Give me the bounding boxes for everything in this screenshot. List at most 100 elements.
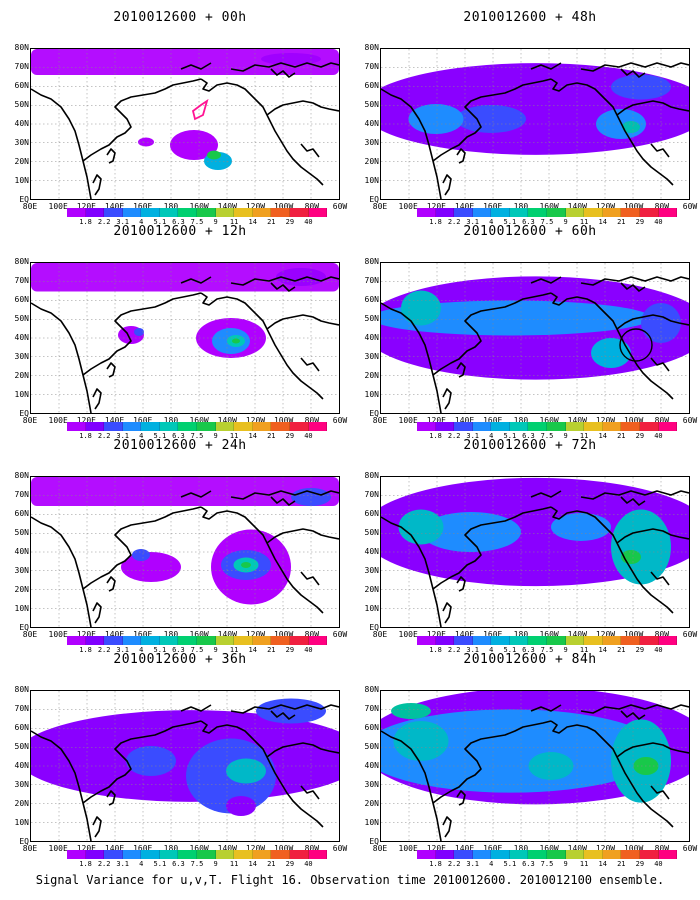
lon-tick-label: 120E xyxy=(426,202,446,211)
colorbar-tick-label: 6.3 xyxy=(522,860,535,868)
colorbar-swatch xyxy=(122,422,142,431)
lat-tick-label: 40N xyxy=(364,333,379,342)
lon-tick-label: 140E xyxy=(454,416,475,425)
lat-tick-label: 30N xyxy=(364,780,379,789)
colorbar-swatch xyxy=(472,422,492,431)
lon-tick-label: 80E xyxy=(22,416,38,425)
colorbar-tick-label: 1.8 xyxy=(79,646,92,654)
lat-tick-label: 60N xyxy=(364,723,379,732)
colorbar-swatch xyxy=(639,422,659,431)
colorbar-tick-label: 4 xyxy=(139,218,144,226)
colorbar-swatch xyxy=(528,422,548,431)
colorbar-swatch xyxy=(435,208,455,217)
colorbar-tick-label: 9 xyxy=(213,218,218,226)
variance-field xyxy=(31,263,339,358)
lat-tick-label: 30N xyxy=(14,138,29,147)
colorbar-swatch xyxy=(67,208,86,217)
colorbar-swatch xyxy=(621,636,640,645)
lon-tick-label: 80W xyxy=(304,416,320,425)
lon-tick-label: 120W xyxy=(595,202,616,211)
colorbar-swatch xyxy=(454,636,473,645)
colorbar-swatch xyxy=(289,636,309,645)
colorbar-swatch xyxy=(602,636,622,645)
colorbar-tick-label: 2.2 xyxy=(97,218,111,226)
colorbar-tick-label: 2.2 xyxy=(97,860,111,868)
lat-tick-label: 80N xyxy=(364,43,379,52)
colorbar-tick-label: 9 xyxy=(213,432,218,440)
lat-tick-label: EQ xyxy=(369,409,379,418)
lon-tick-label: 140W xyxy=(217,630,237,639)
colorbar-swatch xyxy=(289,422,309,431)
lat-tick-label: 70N xyxy=(364,704,379,713)
colorbar-swatch xyxy=(417,208,436,217)
lon-tick-label: 140W xyxy=(567,202,587,211)
variance-blob xyxy=(134,328,144,336)
lon-tick-label: 80E xyxy=(372,416,388,425)
colorbar-tick-label: 7.5 xyxy=(540,860,554,868)
lon-tick-label: 160W xyxy=(539,630,559,639)
lat-tick-label: 30N xyxy=(364,566,379,575)
lon-tick-label: 140W xyxy=(217,202,237,211)
colorbar-swatch xyxy=(308,208,328,217)
colorbar-swatch xyxy=(472,208,492,217)
lon-tick-label: 80W xyxy=(304,202,320,211)
colorbar-tick-label: 40 xyxy=(654,860,663,868)
lat-tick-label: EQ xyxy=(19,409,29,418)
colorbar-tick-label: 9 xyxy=(563,646,568,654)
colorbar-tick-label: 5.1 xyxy=(503,646,517,654)
colorbar-swatch xyxy=(85,422,105,431)
colorbar-tick-label: 40 xyxy=(304,646,313,654)
lat-tick-label: 20N xyxy=(14,799,29,808)
colorbar-tick-label: 14 xyxy=(248,860,257,868)
lon-tick-label: 180 xyxy=(163,416,179,425)
lat-tick-label: 50N xyxy=(14,314,29,323)
lat-tick-label: 80N xyxy=(364,257,379,266)
colorbar-swatch xyxy=(178,636,198,645)
colorbar-ticks: 1.8 2.2 3.1 4 5.1 6.3 7.5 9 11 14 21 29 40 xyxy=(67,860,327,868)
lat-tick-label: 20N xyxy=(364,371,379,380)
colorbar-swatch xyxy=(584,636,603,645)
lat-tick-label: 70N xyxy=(14,704,29,713)
panel-title: 2010012600 + 72h xyxy=(463,438,597,453)
variance-field xyxy=(31,49,339,170)
lat-tick-label: 80N xyxy=(364,471,379,480)
colorbar-swatch xyxy=(178,850,198,859)
coastlines xyxy=(31,62,339,199)
map-panel: 2010012600 + 36h 80N 70N 60N 50N 40N 30N 20N 10N… xyxy=(10,650,350,868)
colorbar-swatch xyxy=(252,422,272,431)
coastlines xyxy=(31,704,339,841)
lon-tick-label: 80W xyxy=(654,630,670,639)
colorbar-swatch xyxy=(289,850,309,859)
colorbar-tick-label: 29 xyxy=(635,646,645,654)
variance-blob xyxy=(207,150,221,160)
lon-tick-label: 60W xyxy=(682,630,698,639)
colorbar-tick-label: 9 xyxy=(563,860,568,868)
colorbar-swatch xyxy=(234,636,253,645)
colorbar-tick-label: 14 xyxy=(248,218,257,226)
colorbar-swatch xyxy=(547,422,566,431)
colorbar-tick-label: 7.5 xyxy=(190,432,204,440)
lon-tick-label: 160E xyxy=(133,416,153,425)
colorbar-tick-label: 4 xyxy=(139,432,144,440)
lon-tick-label: 120W xyxy=(245,630,266,639)
variance-blob xyxy=(381,477,689,587)
colorbar-tick-label: 4 xyxy=(489,218,494,226)
lon-tick-label: 140E xyxy=(454,844,475,853)
colorbar-swatch xyxy=(252,850,272,859)
colorbar-tick-label: 14 xyxy=(598,432,607,440)
colorbar-tick-label: 1.8 xyxy=(79,432,92,440)
colorbar-swatch xyxy=(141,208,160,217)
lon-tick-label: 120E xyxy=(426,844,446,853)
lat-tick-label: 70N xyxy=(14,276,29,285)
colorbar-tick-label: 2.2 xyxy=(97,432,111,440)
colorbar-tick-label: 29 xyxy=(285,432,295,440)
lon-tick-label: 100E xyxy=(48,630,68,639)
map-area xyxy=(30,48,340,200)
lat-tick-label: 10N xyxy=(14,818,29,827)
lon-tick-label: 80E xyxy=(372,844,388,853)
colorbar-tick-label: 5.1 xyxy=(153,646,167,654)
colorbar-swatch xyxy=(215,850,235,859)
colorbar-tick-label: 5.1 xyxy=(503,432,517,440)
lat-tick-label: 20N xyxy=(364,157,379,166)
colorbar-ticks: 1.8 2.2 3.1 4 5.1 6.3 7.5 9 11 14 21 29 40 xyxy=(417,432,677,440)
